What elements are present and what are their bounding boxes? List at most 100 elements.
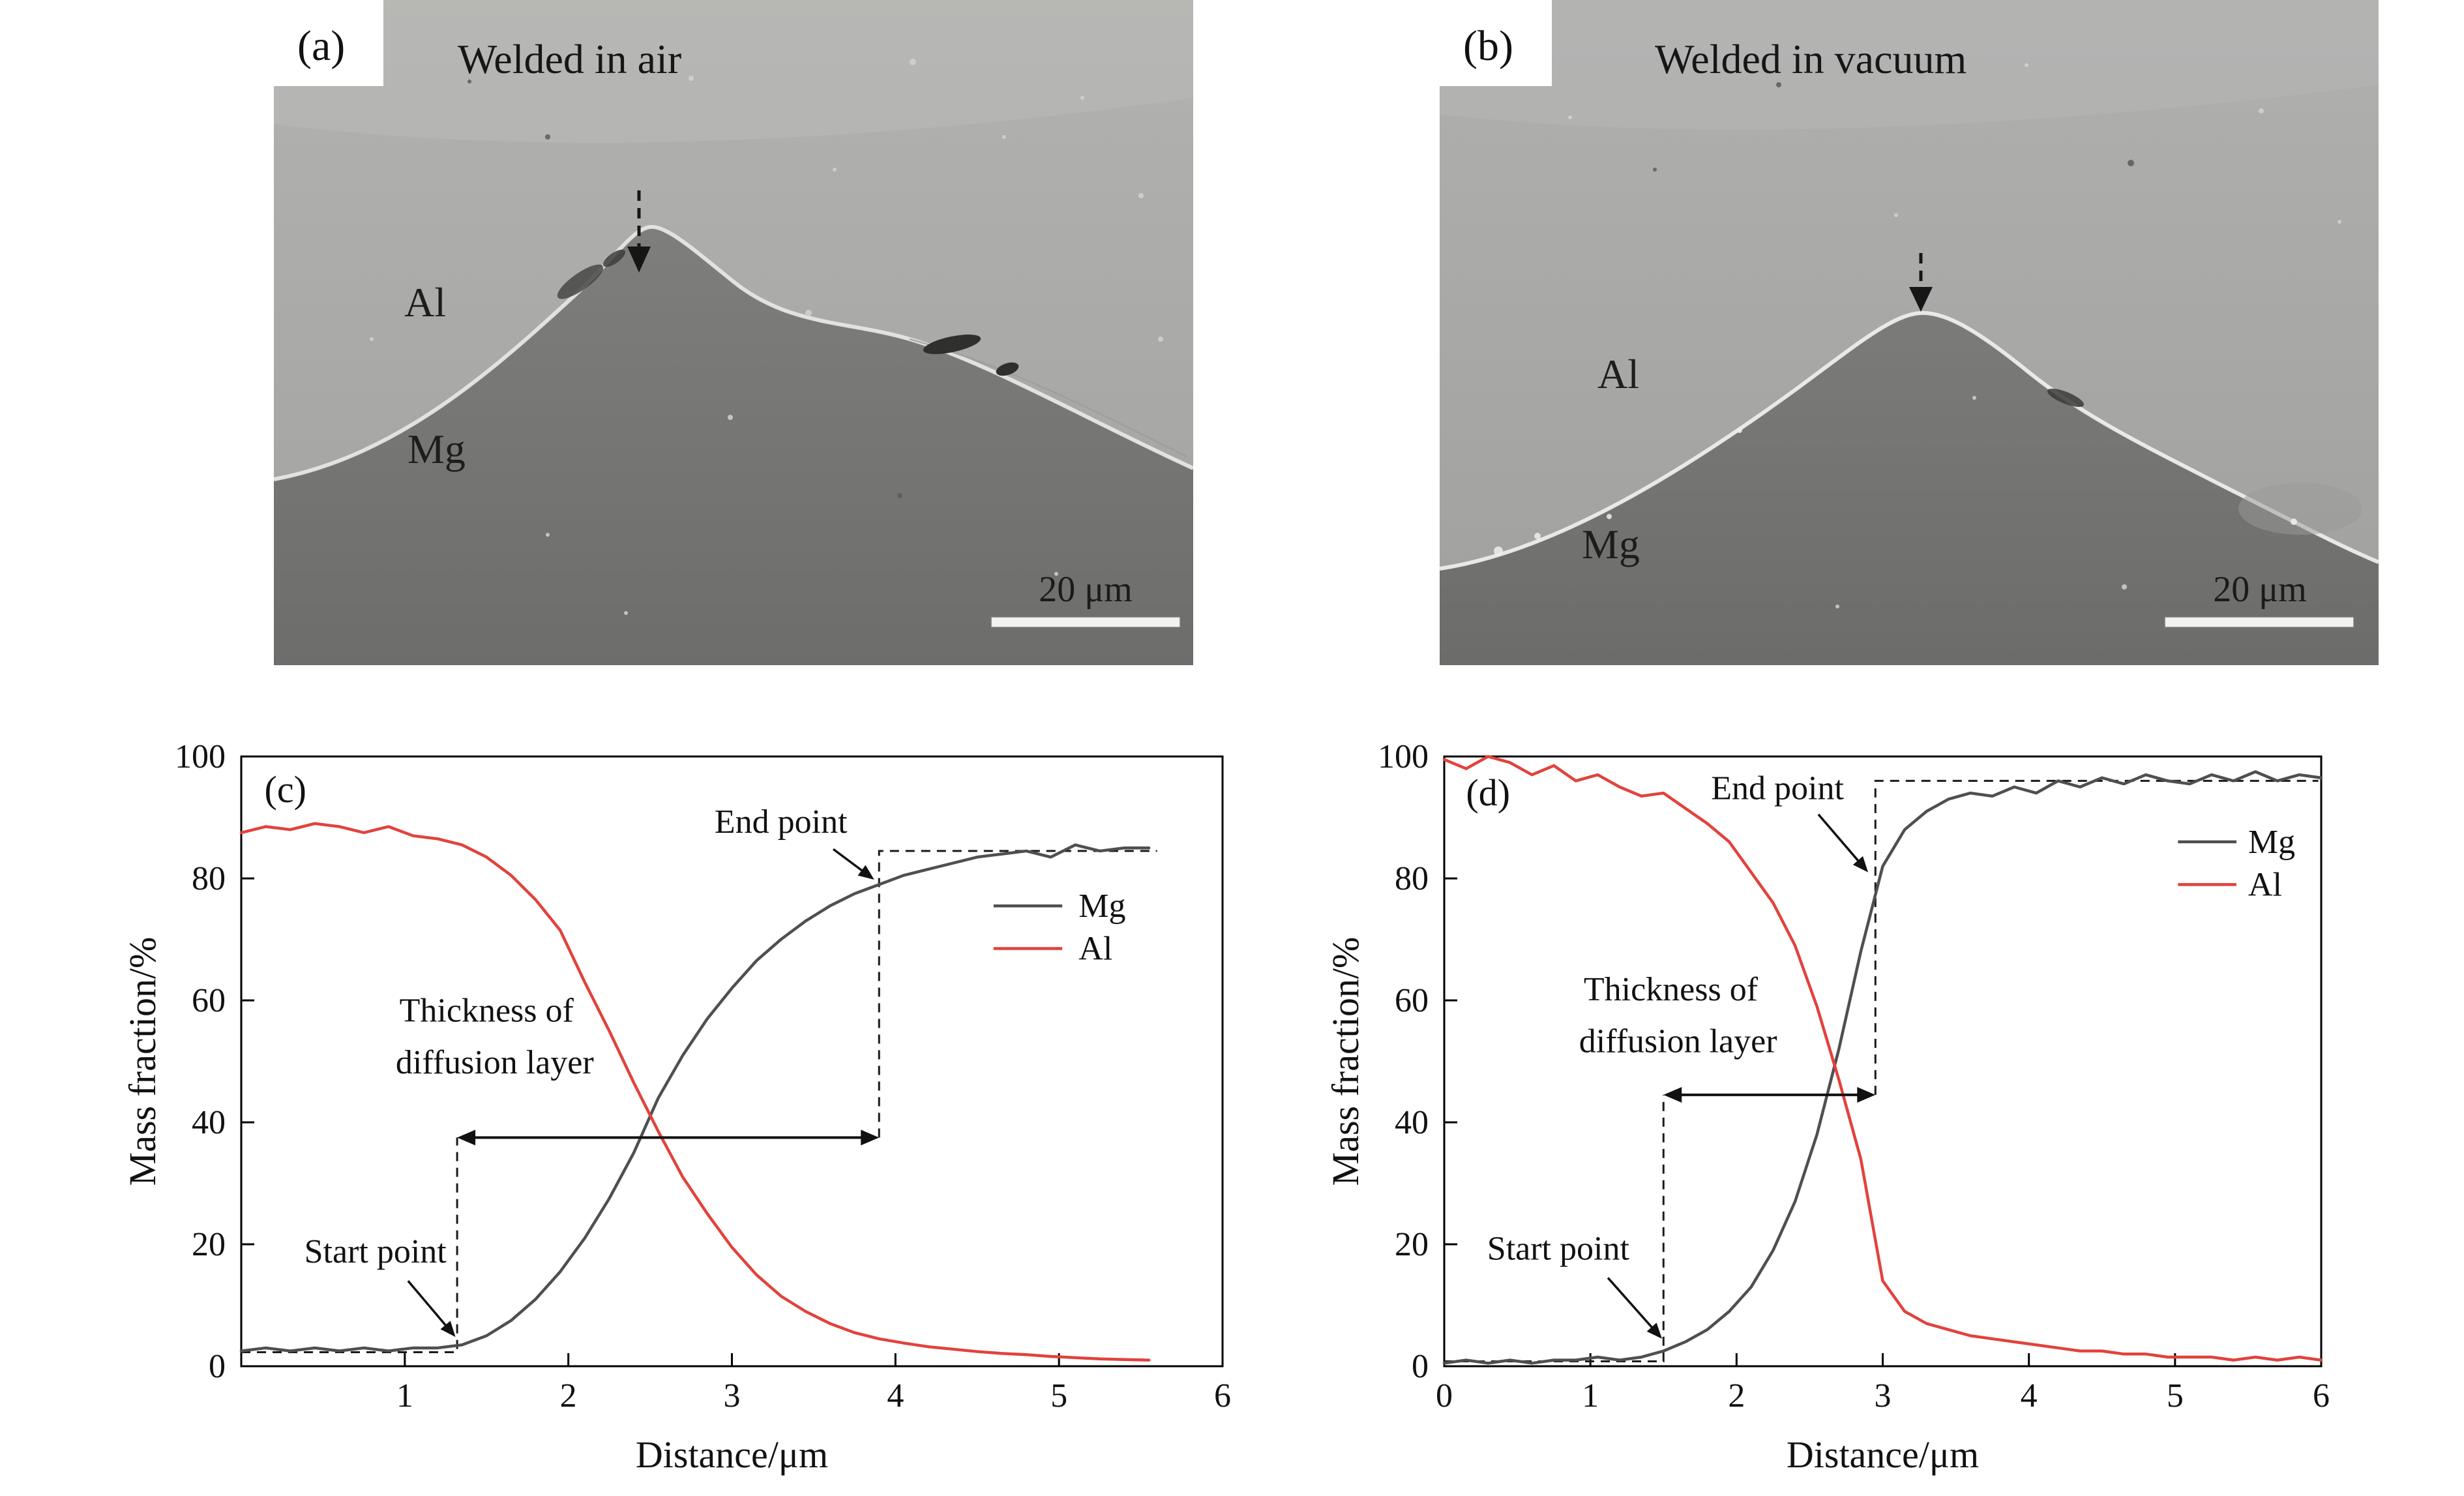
sem-panel-b: (b) Welded in vacuum Al Mg 20 μm bbox=[1439, 0, 2380, 666]
annotation-arrow-head bbox=[1646, 1323, 1663, 1339]
speckle bbox=[689, 76, 694, 81]
x-tick-label: 1 bbox=[1582, 1377, 1599, 1414]
peak-pointer-arrowhead bbox=[627, 247, 651, 273]
dark-void bbox=[602, 249, 626, 267]
y-tick-label: 100 bbox=[1378, 738, 1429, 775]
mg-label: Mg bbox=[408, 426, 466, 472]
mg-label: Mg bbox=[1582, 521, 1640, 567]
x-tick-label: 5 bbox=[1050, 1377, 1067, 1414]
al-region-highlight bbox=[1440, 0, 2379, 130]
speckle bbox=[1607, 514, 1612, 519]
axis-frame bbox=[240, 755, 1224, 1368]
thickness-arrow-head bbox=[457, 1129, 476, 1146]
light-patch bbox=[2238, 483, 2362, 535]
y-tick-label: 20 bbox=[192, 1226, 226, 1263]
annotation-text: (d) bbox=[1466, 771, 1510, 814]
panel-a-caption: Welded in air bbox=[458, 36, 681, 82]
y-tick-label: 60 bbox=[192, 982, 226, 1019]
speckle bbox=[1835, 605, 1839, 608]
annotation-text: Thickness of bbox=[1584, 971, 1759, 1008]
series-line-al bbox=[239, 822, 1151, 1362]
thickness-arrow-head bbox=[1857, 1086, 1876, 1103]
annotation-arrow-head bbox=[857, 865, 874, 880]
al-label: Al bbox=[404, 279, 446, 325]
sem-image-a: (a) Welded in air Al Mg 20 μm bbox=[273, 0, 1195, 666]
legend-label-mg: Mg bbox=[2248, 824, 2295, 861]
x-tick-label: 4 bbox=[2021, 1377, 2038, 1414]
panel-label-notch bbox=[274, 0, 383, 86]
speckle bbox=[1653, 168, 1657, 172]
sem-panel-a: (a) Welded in air Al Mg 20 μm bbox=[273, 0, 1195, 666]
y-tick-label: 80 bbox=[192, 860, 226, 897]
annotation-arrow-head bbox=[1852, 856, 1869, 873]
dashed-guide bbox=[1444, 1094, 1665, 1363]
annotation-arrow bbox=[1817, 813, 1865, 869]
sem-image-b: (b) Welded in vacuum Al Mg 20 μm bbox=[1439, 0, 2380, 666]
y-tick-label: 80 bbox=[1395, 860, 1429, 897]
mg-region bbox=[1440, 312, 2379, 666]
y-tick-label: 60 bbox=[1395, 982, 1429, 1019]
speckle bbox=[1080, 96, 1084, 100]
scale-bar-label: 20 μm bbox=[1039, 569, 1133, 610]
y-tick-label: 20 bbox=[1395, 1226, 1429, 1263]
x-axis-title: Distance/μm bbox=[1787, 1433, 1979, 1476]
panel-label-notch bbox=[1440, 0, 1552, 86]
legend-label-al: Al bbox=[2248, 866, 2282, 903]
legend-label-al: Al bbox=[1078, 931, 1112, 968]
speckle bbox=[2128, 160, 2134, 166]
x-tick-label: 1 bbox=[396, 1377, 413, 1414]
annotation-arrow bbox=[407, 1279, 453, 1333]
scale-bar bbox=[2164, 616, 2354, 628]
al-region-highlight bbox=[274, 0, 1193, 143]
x-tick-label: 2 bbox=[560, 1377, 577, 1414]
panel-b-letter: (b) bbox=[1463, 22, 1513, 70]
speckle bbox=[546, 533, 550, 537]
speckle bbox=[1534, 533, 1541, 539]
dark-void bbox=[923, 334, 981, 355]
dashed-guide bbox=[1874, 779, 2319, 1095]
speckle bbox=[2291, 518, 2297, 525]
y-tick-label: 0 bbox=[1412, 1348, 1429, 1385]
y-tick-label: 40 bbox=[192, 1104, 226, 1141]
annotation-text: End point bbox=[715, 803, 848, 841]
speckle bbox=[1138, 193, 1144, 198]
speckle bbox=[545, 134, 550, 140]
dark-void bbox=[557, 264, 604, 299]
x-tick-label: 3 bbox=[1875, 1377, 1892, 1414]
speckle bbox=[1494, 546, 1503, 556]
thickness-arrow-head bbox=[861, 1129, 880, 1146]
annotation-text: End point bbox=[1711, 770, 1844, 807]
dark-void bbox=[2047, 389, 2085, 407]
annotation-text: Start point bbox=[1487, 1230, 1630, 1267]
dark-void bbox=[996, 362, 1019, 376]
speckle bbox=[2259, 108, 2264, 113]
x-tick-label: 6 bbox=[2313, 1377, 2330, 1414]
speckle bbox=[468, 80, 471, 83]
sem-speckles bbox=[1494, 63, 2341, 608]
speckle bbox=[728, 415, 733, 420]
speckle bbox=[370, 337, 374, 341]
speckle bbox=[2122, 584, 2127, 590]
annotation-text: diffusion layer bbox=[1579, 1023, 1777, 1060]
al-label: Al bbox=[1597, 351, 1639, 397]
annotation-text: Start point bbox=[304, 1233, 447, 1270]
panel-b-caption: Welded in vacuum bbox=[1655, 36, 1967, 82]
thickness-arrow-head bbox=[1663, 1086, 1682, 1103]
x-tick-label: 2 bbox=[1728, 1377, 1745, 1414]
sem-speckles bbox=[370, 59, 1163, 615]
speckle bbox=[910, 59, 916, 65]
series-line-mg bbox=[239, 843, 1151, 1353]
speckle bbox=[1894, 213, 1898, 217]
speckle bbox=[1054, 572, 1058, 576]
x-axis-title: Distance/μm bbox=[636, 1433, 828, 1476]
weld-interface-line bbox=[1439, 310, 2380, 571]
mg-region bbox=[274, 226, 1193, 666]
annotation-arrow bbox=[1607, 1277, 1659, 1335]
scale-bar bbox=[990, 616, 1181, 628]
peak-pointer-arrowhead bbox=[1909, 287, 1933, 312]
y-tick-label: 100 bbox=[175, 738, 226, 775]
x-tick-label: 5 bbox=[2167, 1377, 2184, 1414]
panel-a-letter: (a) bbox=[297, 22, 345, 70]
